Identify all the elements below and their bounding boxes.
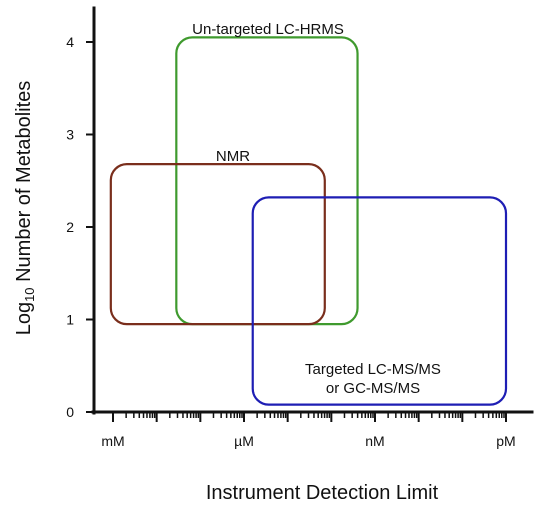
x-tick-label: mM (101, 433, 124, 449)
axes: 0 1 2 3 4 mM µM nM pM Instrument Detection Limit L… (13, 6, 534, 504)
x-axis-title: Instrument Detection Limit (206, 482, 439, 504)
y-tick-label: 3 (66, 127, 74, 143)
x-tick-label: µM (234, 433, 254, 449)
y-axis-title-rest: Number of Metabolites (13, 81, 35, 288)
x-tick-label: nM (365, 433, 384, 449)
y-axis-title-log: Log (13, 302, 35, 335)
region-label-3: Targeted LC-MS/MS (305, 361, 441, 378)
y-tick-label: 2 (66, 219, 74, 235)
region-label-1: Un-targeted LC-HRMS (192, 21, 344, 38)
y-axis-title: Log10 Number of Metabolites (13, 81, 37, 336)
regions (109, 36, 508, 406)
y-tick-label: 1 (66, 312, 74, 328)
region-box-3 (251, 196, 508, 406)
region-box-1 (175, 36, 359, 326)
y-tick-label: 4 (66, 34, 74, 50)
region-label-2: NMR (216, 148, 250, 165)
region-label-3: or GC-MS/MS (326, 380, 420, 397)
y-axis-title-sub: 10 (22, 287, 37, 301)
y-tick-label: 0 (66, 404, 74, 420)
x-tick-label: pM (496, 433, 515, 449)
region-box-2 (109, 163, 326, 326)
labels: Un-targeted LC-HRMS NMR Targeted LC-MS/MS o… (192, 21, 441, 397)
